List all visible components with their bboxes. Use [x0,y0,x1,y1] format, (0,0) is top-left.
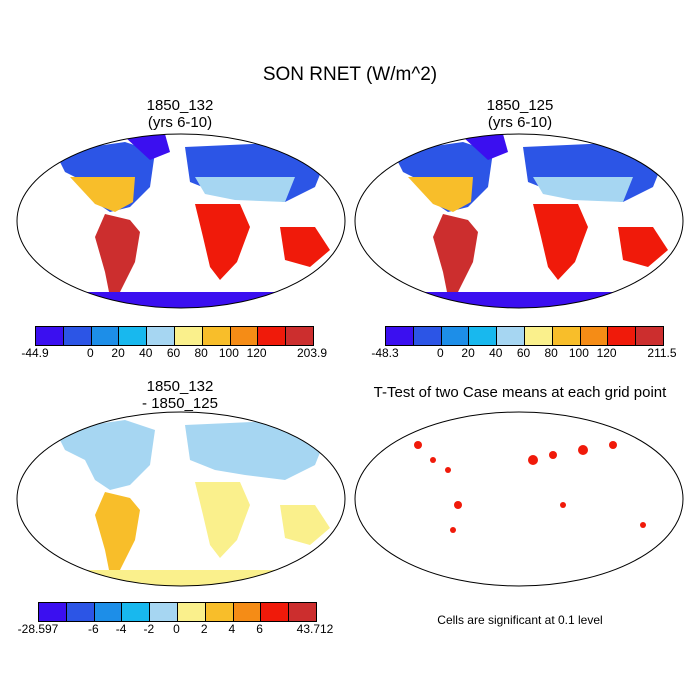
colorbar-tick-label: -44.9 [21,346,49,360]
colorbar-tick-label: -6 [88,622,99,636]
page-title: SON RNET (W/m^2) [262,64,438,85]
colorbar-swatch [386,327,414,345]
panel-3-title-line1: 1850_132 [146,378,214,395]
panel-2-title-line1: 1850_125 [486,97,554,114]
colorbar-swatch [469,327,498,345]
colorbar-tick-label: 20 [461,346,475,360]
colorbar-tick-label: 120 [596,346,617,360]
colorbar-swatch [150,603,178,621]
map-2-land [355,134,683,308]
colorbar-swatch [177,603,206,621]
colorbar-tick-label: 2 [200,622,208,636]
colorbar-2-labels: -48.3 0 20 40 60 80 100 120 211.5 [371,346,676,362]
colorbar-swatch [497,327,525,345]
map-panel-1 [16,133,346,309]
colorbar-swatch [66,603,95,621]
colorbar-tick-label: 0 [87,346,94,360]
panel-1-title: 1850_132 (yrs 6-10) [15,97,345,131]
colorbar-swatch [36,327,64,345]
colorbar-swatch [202,327,231,345]
colorbar-swatch [39,603,67,621]
colorbar-1-labels: -44.9 0 20 40 60 80 100 120 203.9 [21,346,327,362]
colorbar-swatch [147,327,175,345]
map-1-land [17,134,345,308]
panel-4-title-line1: T-Test of two Case means at each grid po… [373,384,667,401]
colorbar-swatch [636,327,663,345]
map-panel-4 [354,411,684,587]
panel-1-title-line1: 1850_132 [146,97,214,114]
colorbar-swatch [94,603,123,621]
map-panel-3 [16,411,346,587]
colorbar-swatch [289,603,316,621]
colorbar-3 [38,602,317,622]
colorbar-tick-label: 0 [437,346,444,360]
map-4-land [355,412,683,586]
colorbar-tick-label: 203.9 [296,346,328,360]
panel-1-title-line2: (yrs 6-10) [147,114,213,131]
map-panel-2 [354,133,684,309]
colorbar-swatch [261,603,290,621]
colorbar-swatch [205,603,234,621]
colorbar-swatch [233,603,262,621]
colorbar-swatch [413,327,442,345]
colorbar-swatch [286,327,313,345]
colorbar-tick-label: -48.3 [371,346,399,360]
colorbar-swatch [608,327,637,345]
colorbar-tick-label: 100 [218,346,239,360]
colorbar-swatch [580,327,609,345]
panel-4-title: T-Test of two Case means at each grid po… [355,384,685,401]
colorbar-tick-label: 20 [111,346,125,360]
colorbar-tick-label: -2 [143,622,155,636]
colorbar-tick-label: 0 [173,622,180,636]
panel-3-title: 1850_132 - 1850_125 [15,378,345,412]
colorbar-tick-label: 60 [516,346,531,360]
colorbar-tick-label: 4 [228,622,236,636]
colorbar-tick-label: -4 [115,622,127,636]
panel-2-title: 1850_125 (yrs 6-10) [355,97,685,131]
colorbar-swatch [524,327,553,345]
colorbar-swatch [119,327,148,345]
map-3-land [17,412,345,586]
colorbar-swatch [63,327,92,345]
colorbar-swatch [91,327,120,345]
colorbar-swatch [258,327,287,345]
colorbar-tick-label: 40 [489,346,503,360]
colorbar-tick-label: 211.5 [647,346,677,360]
colorbar-swatch [552,327,581,345]
panel-4-footnote: Cells are significant at 0.1 level [437,613,603,627]
colorbar-1 [35,326,314,346]
colorbar-2 [385,326,664,346]
colorbar-swatch [122,603,151,621]
colorbar-tick-label: 40 [139,346,153,360]
colorbar-tick-label: 6 [256,622,263,636]
colorbar-swatch [174,327,203,345]
colorbar-swatch [441,327,470,345]
colorbar-tick-label: 80 [194,346,208,360]
colorbar-swatch [230,327,259,345]
colorbar-3-labels: -28.597 -6 -4 -2 0 2 4 6 43.712 [18,622,334,638]
panel-3-title-line2: - 1850_125 [142,395,218,412]
panel-2-title-line2: (yrs 6-10) [487,114,553,131]
colorbar-tick-label: 120 [246,346,267,360]
colorbar-tick-label: -28.597 [17,622,59,636]
colorbar-tick-label: 60 [166,346,181,360]
colorbar-tick-label: 43.712 [296,622,334,636]
colorbar-tick-label: 100 [568,346,589,360]
colorbar-tick-label: 80 [544,346,558,360]
